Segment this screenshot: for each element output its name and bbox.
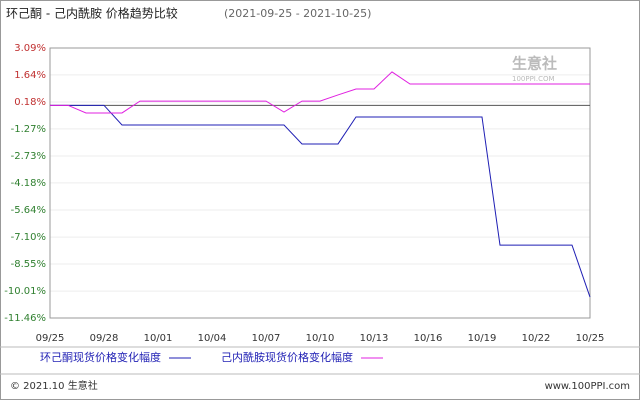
x-tick-label: 10/07 [252,333,281,344]
y-tick-label: -5.64% [11,205,46,216]
chart-title: 环己酮 - 己内酰胺 价格趋势比较 [6,6,178,21]
y-tick-label: 3.09% [14,43,46,54]
chart-subtitle: (2021-09-25 - 2021-10-25) [224,7,371,20]
x-tick-label: 09/28 [90,333,119,344]
y-tick-label: -7.10% [11,232,46,243]
footer-right: www.100PPI.com [545,381,630,392]
x-tick-label: 09/25 [36,333,65,344]
y-tick-label: -11.46% [4,313,46,324]
y-tick-label: 0.18% [14,97,46,108]
series-line [50,104,591,298]
x-tick-label: 10/22 [522,333,551,344]
footer-left: © 2021.10 生意社 [10,379,98,392]
x-tick-label: 10/10 [306,333,335,344]
watermark-url: 100PPI.COM [512,75,555,83]
plot-border [49,47,591,319]
legend-label: 己内酰胺现货价格变化幅度 [221,350,353,364]
y-tick-label: -8.55% [11,259,46,270]
legend-label: 环己酮现货价格变化幅度 [40,350,161,364]
x-tick-label: 10/19 [468,333,497,344]
x-tick-label: 10/01 [144,333,173,344]
y-tick-label: 1.64% [14,70,46,81]
y-tick-label: -4.18% [11,178,46,189]
x-tick-label: 10/16 [414,333,443,344]
x-tick-label: 10/04 [198,333,227,344]
watermark: 生意社 [512,55,557,73]
series-line [50,71,590,114]
x-tick-label: 10/25 [576,333,605,344]
y-tick-label: -1.27% [11,124,46,135]
y-tick-label: -10.01% [4,286,46,297]
x-tick-label: 10/13 [360,333,389,344]
y-tick-label: -2.73% [11,151,46,162]
